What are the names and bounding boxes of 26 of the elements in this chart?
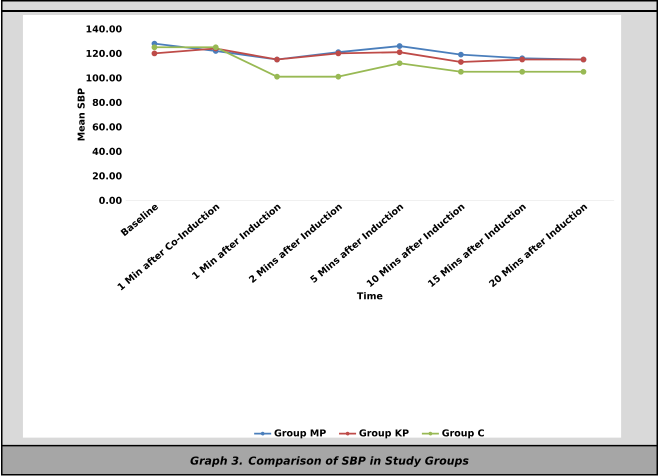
y-tick-label: 140.00: [86, 26, 122, 33]
y-tick-label: 20.00: [92, 172, 122, 180]
legend-label: Group C: [442, 430, 484, 439]
point: [458, 69, 464, 75]
legend-label: Group MP: [274, 430, 326, 439]
point: [274, 74, 280, 80]
point: [152, 50, 158, 57]
text: Graph 3. Comparison of SBP in Study Groups: [190, 456, 469, 468]
point: [335, 74, 342, 80]
x-axis-title: Time: [356, 292, 382, 300]
y-tick-label: 100.00: [86, 74, 122, 82]
y-tick-label: 0.00: [99, 197, 122, 204]
point: [580, 69, 586, 75]
point: [396, 60, 402, 66]
point: [152, 44, 158, 50]
y-tick-label: 120.00: [86, 50, 122, 58]
point: [458, 59, 464, 66]
legend-label: Group KP: [359, 430, 409, 439]
point: [396, 50, 402, 56]
y-axis-title: Mean SBP: [78, 88, 85, 141]
y-tick-label: 60.00: [92, 124, 122, 131]
point: [458, 52, 464, 58]
y-tick-label: 40.00: [92, 148, 122, 156]
point: [396, 43, 402, 50]
y-tick-label: 80.00: [92, 99, 122, 106]
point: [519, 69, 526, 75]
